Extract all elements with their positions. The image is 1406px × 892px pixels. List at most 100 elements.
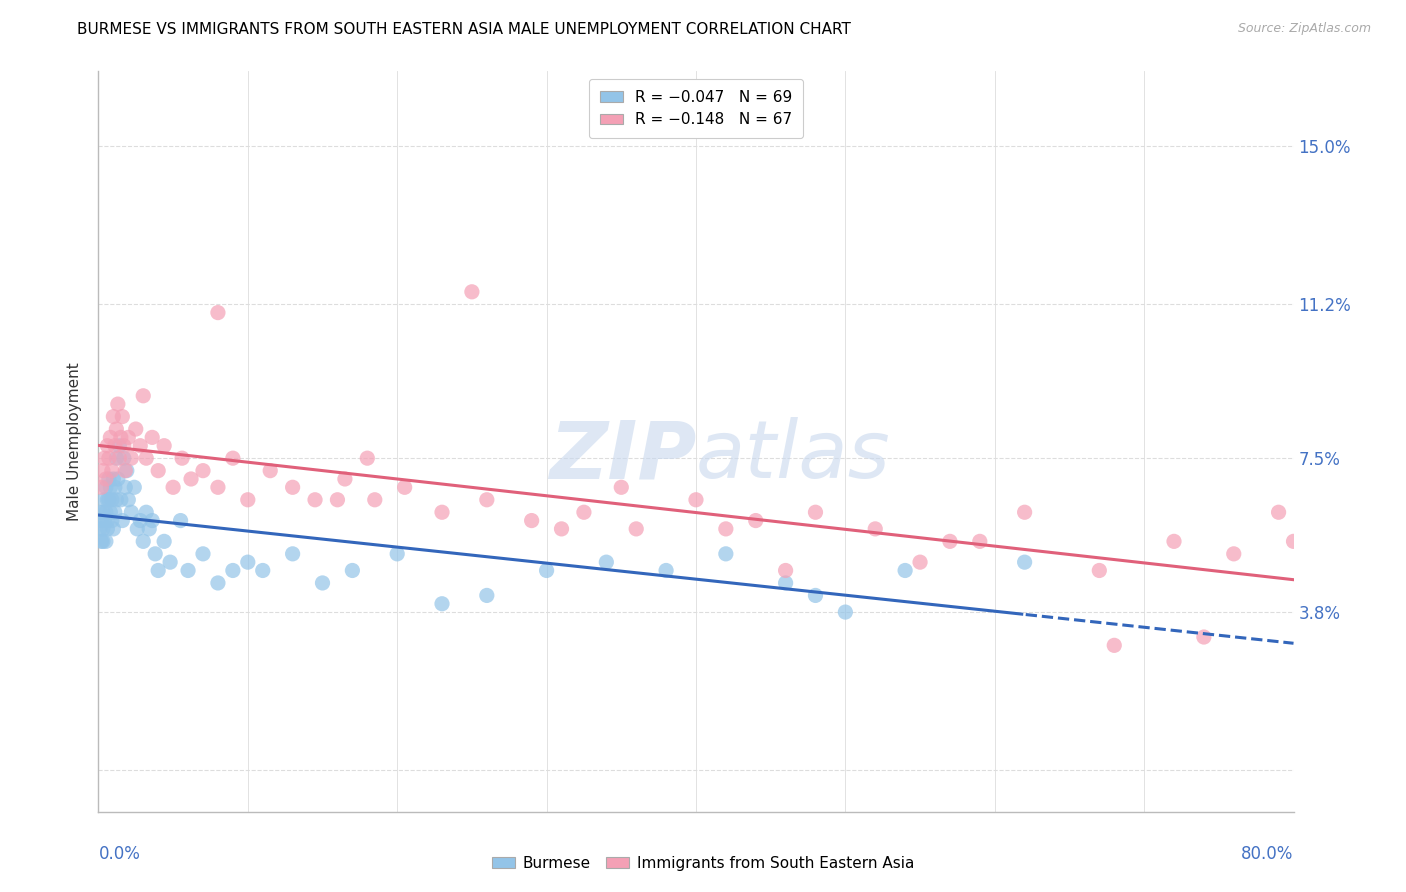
Point <box>326 492 349 507</box>
Point <box>91 464 114 478</box>
Point <box>333 472 356 486</box>
Point <box>104 480 127 494</box>
Text: 0.0%: 0.0% <box>98 845 141 863</box>
Point <box>177 564 200 578</box>
Point <box>101 464 124 478</box>
Point <box>129 514 152 528</box>
Point <box>207 305 229 319</box>
Point <box>520 514 543 528</box>
Point <box>236 492 259 507</box>
Point <box>595 555 617 569</box>
Point <box>222 564 245 578</box>
Point <box>1282 534 1305 549</box>
Point <box>191 464 214 478</box>
Point <box>1014 505 1036 519</box>
Point <box>148 464 170 478</box>
Point <box>804 589 827 603</box>
Point <box>114 480 136 494</box>
Point <box>141 514 163 528</box>
Point <box>108 439 131 453</box>
Point <box>939 534 962 549</box>
Point <box>115 464 138 478</box>
Point <box>96 439 118 453</box>
Point <box>103 522 125 536</box>
Point <box>143 547 166 561</box>
Point <box>172 451 194 466</box>
Point <box>1192 630 1215 644</box>
Point <box>394 480 416 494</box>
Point <box>550 522 572 536</box>
Point <box>111 409 134 424</box>
Text: BURMESE VS IMMIGRANTS FROM SOUTH EASTERN ASIA MALE UNEMPLOYMENT CORRELATION CHAR: BURMESE VS IMMIGRANTS FROM SOUTH EASTERN… <box>77 22 851 37</box>
Point <box>93 451 115 466</box>
Point <box>107 397 129 411</box>
Point <box>775 564 797 578</box>
Point <box>610 480 633 494</box>
Point <box>626 522 648 536</box>
Point <box>97 472 120 486</box>
Point <box>304 492 326 507</box>
Point <box>114 464 136 478</box>
Point <box>90 480 112 494</box>
Point <box>124 480 146 494</box>
Point <box>103 409 125 424</box>
Point <box>101 514 124 528</box>
Point <box>103 472 125 486</box>
Legend: R = −0.047   N = 69, R = −0.148   N = 67: R = −0.047 N = 69, R = −0.148 N = 67 <box>589 79 803 138</box>
Point <box>94 505 117 519</box>
Point <box>1014 555 1036 569</box>
Point <box>105 451 128 466</box>
Point <box>685 492 707 507</box>
Point <box>536 564 558 578</box>
Point <box>311 576 333 591</box>
Point <box>93 514 115 528</box>
Point <box>96 522 118 536</box>
Point <box>356 451 378 466</box>
Point <box>1223 547 1246 561</box>
Point <box>714 547 737 561</box>
Point <box>430 597 453 611</box>
Point <box>207 576 229 591</box>
Point <box>110 430 132 444</box>
Point <box>191 547 214 561</box>
Point <box>745 514 768 528</box>
Point <box>364 492 387 507</box>
Point <box>141 430 163 444</box>
Point <box>135 451 157 466</box>
Legend: Burmese, Immigrants from South Eastern Asia: Burmese, Immigrants from South Eastern A… <box>486 850 920 877</box>
Point <box>94 472 117 486</box>
Point <box>96 514 118 528</box>
Point <box>129 439 152 453</box>
Point <box>93 492 115 507</box>
Point <box>153 439 176 453</box>
Point <box>1088 564 1111 578</box>
Point <box>865 522 887 536</box>
Point <box>117 430 139 444</box>
Point <box>132 389 155 403</box>
Point <box>1104 638 1126 652</box>
Point <box>107 472 129 486</box>
Point <box>125 422 148 436</box>
Point <box>105 422 128 436</box>
Point <box>207 480 229 494</box>
Point <box>804 505 827 519</box>
Point <box>153 534 176 549</box>
Point <box>132 534 155 549</box>
Point <box>100 430 122 444</box>
Point <box>100 505 122 519</box>
Point <box>97 492 120 507</box>
Point <box>572 505 595 519</box>
Point <box>89 522 111 536</box>
Point <box>252 564 274 578</box>
Point <box>97 451 120 466</box>
Point <box>108 451 131 466</box>
Point <box>259 464 281 478</box>
Point <box>281 547 304 561</box>
Point <box>120 451 142 466</box>
Y-axis label: Male Unemployment: Male Unemployment <box>67 362 83 521</box>
Point <box>111 514 134 528</box>
Point <box>138 522 160 536</box>
Point <box>775 576 797 591</box>
Text: Source: ZipAtlas.com: Source: ZipAtlas.com <box>1237 22 1371 36</box>
Point <box>104 439 127 453</box>
